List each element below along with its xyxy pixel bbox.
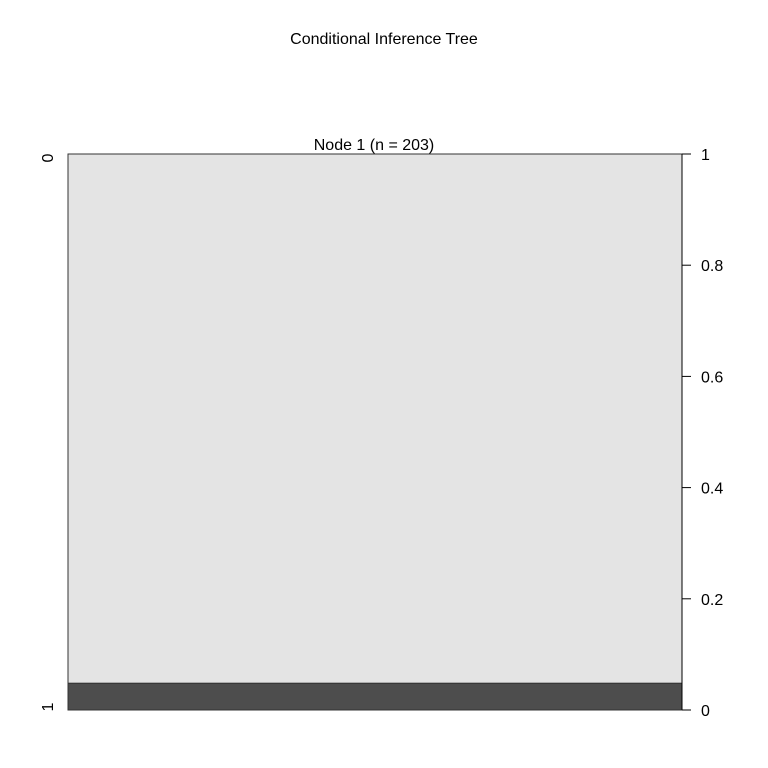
y-tick-label: 0 (701, 703, 710, 720)
y-axis: 0 0.2 0.4 0.6 0.8 1 (681, 147, 723, 720)
y-tick-label: 0.8 (701, 258, 723, 275)
node-label: Node 1 (n = 203) (314, 137, 435, 154)
plot-area (67, 153, 683, 711)
y-tick-label: 1 (701, 147, 710, 164)
category-labels: 01 (40, 153, 57, 711)
bar-segment-0 (67, 153, 683, 684)
chart-title: Conditional Inference Tree (290, 31, 478, 48)
y-tick-label: 0.4 (701, 481, 723, 498)
bar-segment-1 (67, 682, 683, 711)
category-label-1: 1 (40, 702, 57, 711)
category-label-0: 0 (40, 153, 57, 162)
y-tick-label: 0.2 (701, 592, 723, 609)
y-tick-label: 0.6 (701, 369, 723, 386)
